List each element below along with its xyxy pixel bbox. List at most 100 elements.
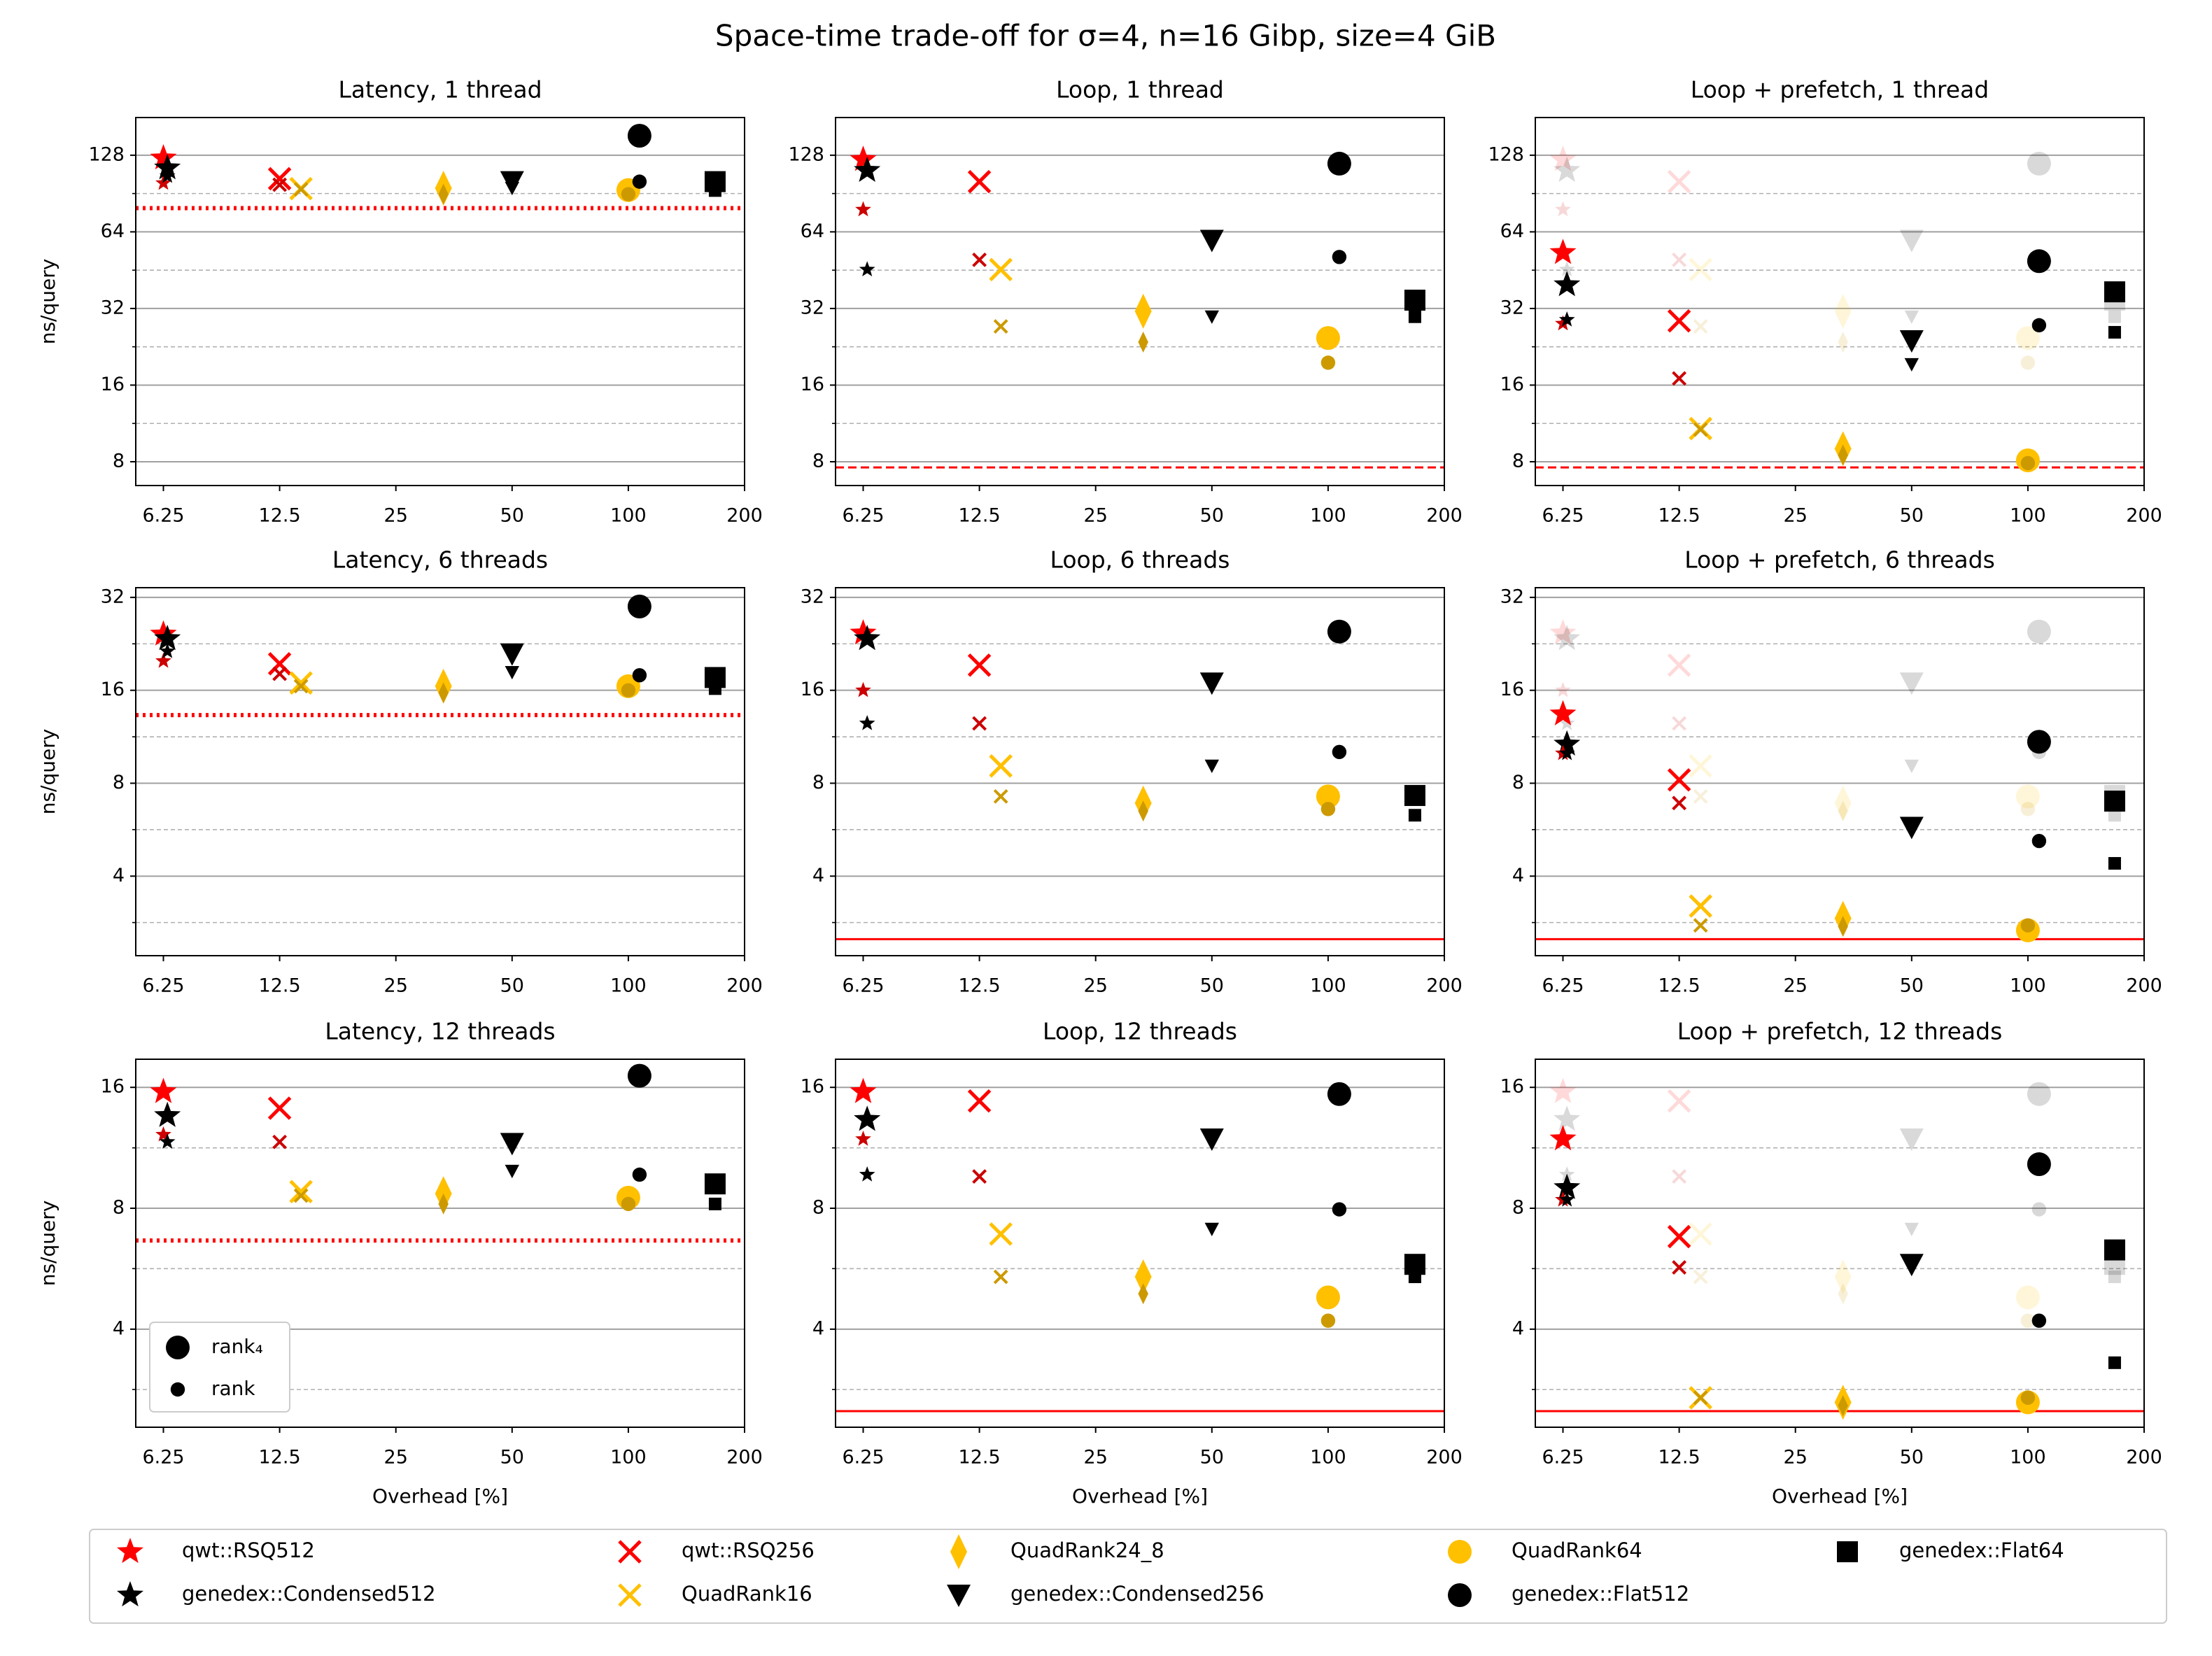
legend-label: QuadRank16 <box>682 1582 812 1606</box>
rank-marker <box>1138 1283 1148 1305</box>
x-tick-label: 12.5 <box>259 975 301 997</box>
rank4-marker <box>500 1133 524 1156</box>
rank-marker <box>505 181 520 196</box>
x-tick-label: 12.5 <box>959 975 1001 997</box>
x-tick-label: 12.5 <box>259 1447 301 1469</box>
y-axis-label: ns/query <box>36 1201 59 1287</box>
ghost-marker <box>2020 355 2036 370</box>
rank4-marker <box>850 146 877 171</box>
rank4-marker <box>2027 730 2051 754</box>
ghost-marker <box>2108 809 2121 822</box>
rank-marker <box>1904 358 1919 372</box>
rank4-marker <box>989 754 1013 778</box>
x-tick-label: 25 <box>384 975 408 997</box>
ghost-marker <box>2020 1313 2036 1328</box>
rank-marker <box>972 716 987 731</box>
x-tick-label: 100 <box>2010 505 2046 527</box>
rank-marker <box>972 1169 987 1184</box>
ghost-marker <box>1672 716 1687 731</box>
rank4-marker <box>967 653 992 677</box>
rank-marker <box>1408 310 1421 323</box>
y-tick-label: 8 <box>812 1197 824 1219</box>
rank4-marker <box>267 1096 292 1120</box>
x-tick-label: 25 <box>1084 505 1108 527</box>
axes-frame <box>835 1059 1445 1428</box>
ghost-marker <box>1899 1128 1924 1152</box>
rank4-marker <box>2104 791 2125 812</box>
ghost-marker <box>1554 156 1581 182</box>
ghost-marker <box>1554 625 1581 651</box>
ghost-marker <box>1689 754 1712 778</box>
x-axis-label: Overhead [%] <box>372 1485 508 1508</box>
legend-label: genedex::Flat512 <box>1512 1582 1689 1606</box>
y-tick-label: 16 <box>801 374 824 395</box>
panel-title: Latency, 6 threads <box>332 546 548 574</box>
y-tick-label: 128 <box>1488 143 1524 165</box>
rank4-marker <box>2104 281 2125 303</box>
x-tick-label: 50 <box>500 505 524 527</box>
rank4-marker <box>1667 309 1691 333</box>
ghost-marker <box>1693 1269 1708 1285</box>
rank4-marker <box>1199 229 1224 253</box>
rank-marker <box>1838 444 1848 466</box>
rank-marker <box>855 681 871 698</box>
rank-marker <box>159 1133 176 1149</box>
rank4-marker <box>154 154 181 180</box>
rank4-marker <box>854 1105 881 1131</box>
rank4-marker <box>267 652 292 676</box>
rank4-marker <box>967 169 992 194</box>
panel: Loop + prefetch, 6 threads 4 8 16 32 6.25 12.5… <box>1500 546 2162 997</box>
rank-marker <box>2108 857 2121 870</box>
rank-marker <box>155 652 171 668</box>
legend-marker <box>116 1581 144 1607</box>
rank4-marker <box>2104 1239 2125 1261</box>
y-tick-label: 64 <box>1500 220 1524 242</box>
ghost-marker <box>1899 672 1924 695</box>
rank-marker <box>1332 744 1347 760</box>
panel-title: Loop + prefetch, 12 threads <box>1677 1018 2003 1045</box>
x-tick-label: 12.5 <box>1658 505 1700 527</box>
rank-marker <box>708 682 721 695</box>
ghost-marker <box>1693 319 1708 334</box>
y-tick-label: 16 <box>801 1076 824 1098</box>
ghost-marker <box>2031 1202 2047 1217</box>
axes-frame <box>135 587 745 956</box>
y-tick-label: 8 <box>113 772 125 793</box>
rank4-marker <box>1549 1125 1577 1151</box>
x-tick-label: 100 <box>610 975 647 997</box>
x-tick-label: 200 <box>726 505 763 527</box>
ghost-marker <box>1834 1259 1852 1295</box>
ghost-marker <box>1672 252 1687 267</box>
panel: Latency, 1 thread 8 16 32 64 128 6.25 12.5 25 50 1… <box>36 76 763 527</box>
x-tick-label: 200 <box>1426 1447 1463 1469</box>
y-tick-label: 64 <box>801 220 824 242</box>
rank4-marker <box>154 625 181 651</box>
rank-marker <box>993 788 1008 804</box>
y-tick-label: 32 <box>801 586 824 607</box>
x-tick-label: 200 <box>1426 975 1463 997</box>
ghost-marker <box>1838 1283 1848 1305</box>
ghost-marker <box>1834 293 1852 329</box>
x-tick-label: 6.25 <box>842 975 884 997</box>
rank-marker <box>1332 1202 1347 1217</box>
x-tick-label: 12.5 <box>1658 975 1700 997</box>
x-tick-label: 25 <box>384 505 408 527</box>
legend-marker <box>618 1540 642 1564</box>
legend-label: QuadRank24_8 <box>1010 1538 1164 1562</box>
y-tick-label: 16 <box>1500 374 1524 395</box>
x-tick-label: 12.5 <box>259 505 301 527</box>
y-tick-label: 32 <box>1500 297 1524 318</box>
legend-label: QuadRank64 <box>1512 1538 1642 1562</box>
x-tick-label: 25 <box>1084 975 1108 997</box>
panel-title: Latency, 1 thread <box>338 76 542 104</box>
rank-marker <box>993 319 1008 334</box>
rank4-marker <box>1899 330 1924 353</box>
rank4-marker <box>289 671 313 695</box>
y-tick-label: 16 <box>101 1076 125 1098</box>
rank-marker <box>859 1166 875 1182</box>
rank4-marker <box>1134 1259 1152 1295</box>
legend-marker <box>618 1583 642 1607</box>
x-tick-label: 50 <box>1200 1447 1224 1469</box>
